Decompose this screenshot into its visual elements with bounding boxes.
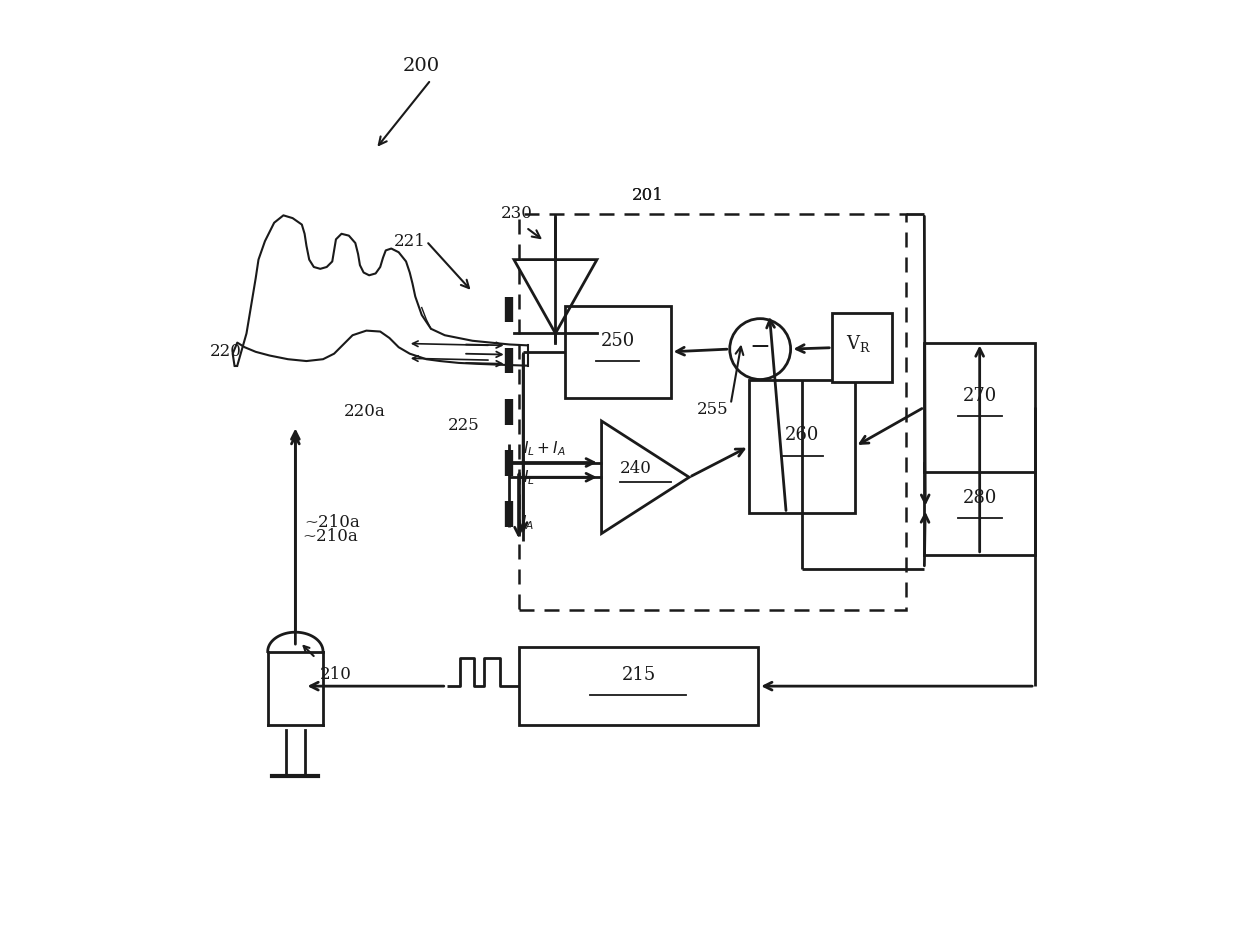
Text: 260: 260 — [785, 426, 820, 444]
Text: −: − — [750, 336, 771, 359]
Text: $I_L$: $I_L$ — [523, 468, 534, 487]
Text: 255: 255 — [697, 401, 728, 417]
Text: 280: 280 — [962, 488, 997, 507]
Text: ~210a: ~210a — [301, 528, 357, 545]
Bar — [518, 647, 759, 725]
Bar — [924, 342, 1035, 472]
Text: $I_L+I_A$: $I_L+I_A$ — [523, 439, 565, 458]
Bar — [832, 313, 892, 382]
Text: 270: 270 — [962, 387, 997, 405]
Text: 221: 221 — [394, 233, 425, 250]
Text: 201: 201 — [631, 187, 663, 204]
Text: $I_A$: $I_A$ — [521, 513, 534, 532]
Text: 230: 230 — [501, 205, 533, 222]
Text: $\mathregular{V_R}$: $\mathregular{V_R}$ — [846, 333, 870, 353]
Text: 220a: 220a — [343, 403, 386, 420]
Text: 210: 210 — [320, 666, 352, 683]
Text: 215: 215 — [621, 666, 656, 684]
Bar — [749, 379, 856, 513]
Text: 200: 200 — [403, 57, 440, 75]
Bar — [518, 214, 906, 610]
Bar — [924, 462, 1035, 555]
Text: 240: 240 — [620, 460, 652, 476]
Text: 201: 201 — [631, 187, 663, 204]
Text: 225: 225 — [448, 417, 480, 434]
Text: 220: 220 — [210, 343, 242, 361]
Text: 250: 250 — [600, 332, 635, 350]
Bar — [564, 306, 671, 398]
Text: ~210a: ~210a — [305, 514, 361, 531]
